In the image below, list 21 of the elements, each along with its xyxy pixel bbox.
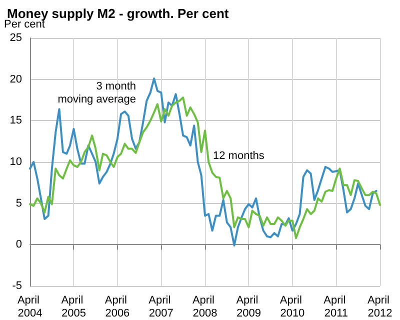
chart-title: Money supply M2 - growth. Per cent [7,6,230,21]
y-tick-label: 20 [10,73,22,86]
x-tick-label: April 2004 [17,294,43,320]
x-tick-label: April 2012 [367,294,393,320]
y-tick-label: 0 [16,238,22,251]
x-tick-label: April 2009 [236,294,262,320]
y-tick-label: 25 [10,32,22,44]
annotation: 3 month moving average [58,80,136,106]
line-series [29,96,381,240]
y-tick-label: -5 [12,280,22,292]
y-tick-label: 5 [16,197,22,210]
x-tick-label: April 2006 [104,294,130,320]
x-tick-label: April 2007 [148,294,174,320]
y-tick-label: 10 [10,156,22,168]
x-tick-label: April 2010 [280,294,305,320]
line-series [29,78,378,246]
x-tick-label: April 2011 [324,294,349,320]
y-tick-label: 15 [10,114,22,127]
x-tick-label: April 2008 [192,294,218,320]
annotation: 12 months [213,150,265,162]
x-tick-label: April 2005 [61,294,86,320]
